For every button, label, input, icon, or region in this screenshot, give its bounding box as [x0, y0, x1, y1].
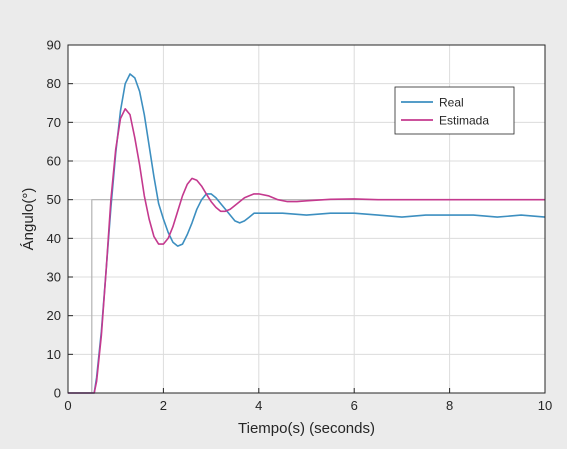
y-tick-label: 80 — [47, 76, 61, 91]
x-tick-label: 10 — [538, 398, 552, 413]
series-line-estimada — [68, 108, 545, 394]
y-tick-label: 60 — [47, 154, 61, 169]
x-tick-label: 8 — [446, 398, 453, 413]
x-tick-label: 0 — [64, 398, 71, 413]
y-tick-label: 10 — [47, 347, 61, 362]
legend-box — [394, 86, 515, 135]
y-tick-label: 0 — [54, 386, 61, 401]
grid — [67, 44, 546, 394]
legend-label-real: Real — [439, 96, 464, 110]
x-tick-label: 2 — [160, 398, 167, 413]
axis-ticks: 0 2 4 6 8 10 0 10 20 30 40 50 60 70 80 90 — [47, 38, 553, 414]
x-tick-label: 6 — [351, 398, 358, 413]
x-tick-label: 4 — [255, 398, 262, 413]
y-tick-label: 70 — [47, 115, 61, 130]
y-axis-label: Ángulo(°) — [20, 188, 37, 251]
legend-label-estimada: Estimada — [439, 114, 489, 128]
y-tick-label: 90 — [47, 38, 61, 53]
y-tick-label: 50 — [47, 192, 61, 207]
y-tick-label: 20 — [47, 308, 61, 323]
legend: Real Estimada — [394, 86, 515, 135]
series-line-real — [68, 73, 546, 394]
y-tick-label: 30 — [47, 270, 61, 285]
x-axis-label: Tiempo(s) (seconds) — [238, 420, 375, 437]
plot-frame — [67, 44, 546, 394]
y-tick-label: 40 — [47, 231, 61, 246]
